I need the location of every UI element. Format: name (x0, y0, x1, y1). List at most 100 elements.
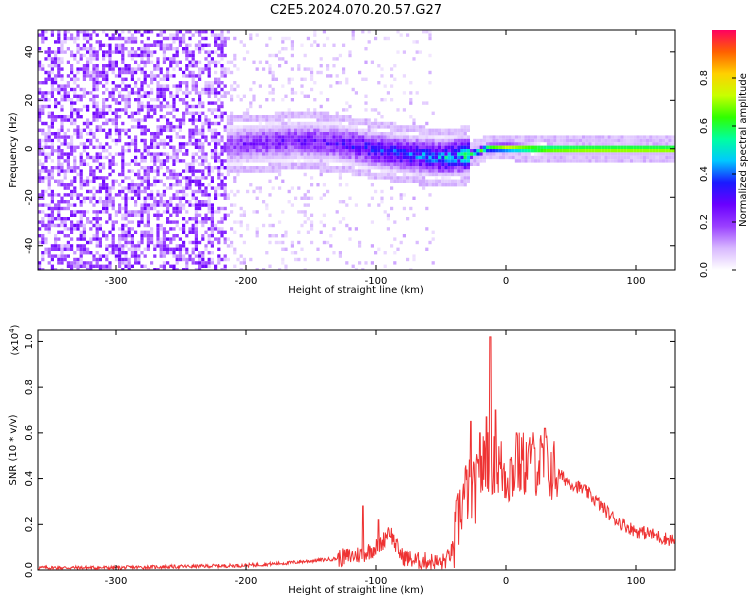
heatmap-cell (236, 149, 240, 153)
heatmap-cell (233, 81, 237, 85)
colorbar-tick-label: 0.6 (699, 118, 710, 134)
heatmap-cell (146, 36, 150, 41)
heatmap-cell (425, 206, 429, 211)
heatmap-cell (82, 244, 86, 248)
heatmap-cell (348, 169, 352, 173)
heatmap-cell (150, 70, 154, 75)
heatmap-cell (370, 108, 374, 112)
heatmap-cell (182, 227, 186, 231)
heatmap-cell (194, 64, 198, 68)
heatmap-cell (348, 132, 352, 136)
heatmap-cell (220, 70, 224, 75)
heatmap-cell (79, 47, 83, 51)
heatmap-cell (143, 138, 147, 143)
heatmap-cell (438, 142, 442, 146)
heatmap-cell (156, 142, 160, 146)
heatmap-cell (57, 115, 61, 119)
heatmap-cell (386, 132, 390, 136)
heatmap-cell (425, 132, 429, 136)
heatmap-cell (345, 108, 349, 112)
heatmap-cell (127, 30, 131, 34)
heatmap-cell (89, 53, 93, 58)
heatmap-cell (47, 128, 51, 132)
heatmap-cell (306, 159, 310, 163)
heatmap-cell (377, 247, 381, 251)
heatmap-cell (524, 142, 528, 146)
heatmap-cell (95, 155, 99, 160)
heatmap-cell (348, 196, 352, 200)
heatmap-cell (556, 145, 560, 149)
heatmap-cell (185, 101, 189, 105)
heatmap-cell (306, 203, 310, 207)
heatmap-cell (214, 40, 218, 44)
heatmap-cell (223, 53, 227, 58)
heatmap-cell (134, 50, 138, 54)
heatmap-cell (130, 70, 134, 75)
heatmap-cell (585, 149, 589, 153)
heatmap-cell (319, 220, 323, 224)
heatmap-cell (95, 74, 99, 78)
heatmap-cell (444, 128, 448, 132)
heatmap-cell (642, 159, 646, 163)
heatmap-cell (268, 135, 272, 139)
heatmap-cell (594, 135, 598, 139)
heatmap-cell (322, 118, 326, 122)
heatmap-cell (239, 159, 243, 163)
heatmap-cell (156, 57, 160, 61)
heatmap-cell (44, 30, 48, 34)
heatmap-cell (38, 81, 42, 85)
heatmap-cell (166, 203, 170, 207)
heatmap-cell (482, 138, 486, 143)
heatmap-cell (146, 240, 150, 245)
heatmap-cell (361, 77, 365, 81)
heatmap-cell (402, 152, 406, 156)
heatmap-cell (230, 166, 234, 170)
heatmap-cell (418, 152, 422, 156)
heatmap-cell (140, 203, 144, 207)
heatmap-cell (130, 183, 134, 187)
heatmap-cell (166, 142, 170, 146)
heatmap-cell (130, 210, 134, 214)
heatmap-cell (319, 64, 323, 68)
heatmap-cell (175, 254, 179, 258)
heatmap-cell (530, 159, 534, 163)
heatmap-cell (297, 230, 301, 234)
heatmap-cell (316, 152, 320, 156)
heatmap-cell (508, 155, 512, 160)
heatmap-cell (79, 98, 83, 102)
heatmap-cell (601, 149, 605, 153)
heatmap-cell (466, 145, 470, 149)
heatmap-cell (217, 186, 221, 190)
heatmap-cell (166, 169, 170, 173)
heatmap-cell (118, 261, 122, 265)
heatmap-cell (310, 77, 314, 81)
heatmap-cell (79, 223, 83, 228)
heatmap-cell (326, 36, 330, 41)
heatmap-cell (306, 138, 310, 143)
heatmap-cell (511, 138, 515, 143)
heatmap-cell (361, 155, 365, 160)
heatmap-cell (546, 152, 550, 156)
heatmap-cell (210, 206, 214, 211)
heatmap-cell (415, 138, 419, 143)
heatmap-cell (620, 145, 624, 149)
heatmap-cell (281, 125, 285, 129)
heatmap-cell (156, 172, 160, 177)
heatmap-cell (66, 84, 70, 88)
heatmap-cell (140, 87, 144, 92)
heatmap-cell (92, 179, 96, 183)
heatmap-cell (146, 53, 150, 58)
heatmap-cell (210, 33, 214, 37)
heatmap-cell (185, 251, 189, 255)
heatmap-cell (351, 87, 355, 92)
heatmap-cell (409, 145, 413, 149)
heatmap-cell (150, 261, 154, 265)
heatmap-cell (668, 159, 672, 163)
heatmap-cell (274, 152, 278, 156)
heatmap-cell (169, 121, 173, 126)
heatmap-cell (370, 121, 374, 126)
heatmap-cell (188, 142, 192, 146)
heatmap-cell (258, 189, 262, 194)
heatmap-cell (114, 64, 118, 68)
heatmap-cell (630, 145, 634, 149)
